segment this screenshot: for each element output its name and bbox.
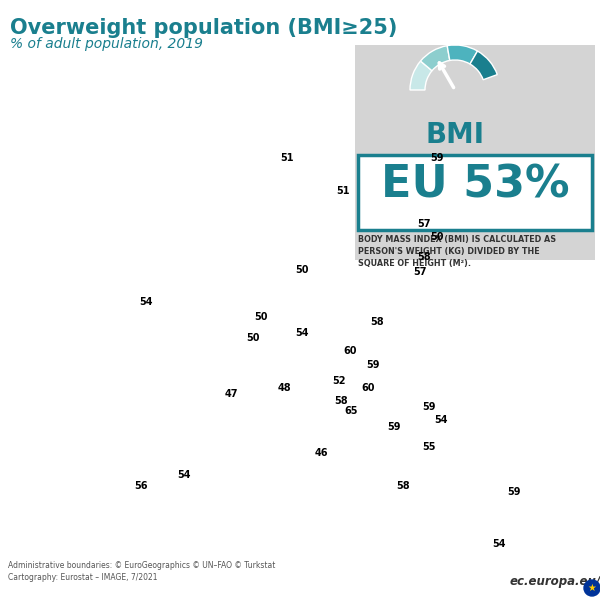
Text: 54: 54 xyxy=(295,328,308,338)
Text: EU 53%: EU 53% xyxy=(381,163,569,206)
Text: 58: 58 xyxy=(334,396,348,406)
Text: 52: 52 xyxy=(332,376,346,386)
Text: 50: 50 xyxy=(254,312,268,322)
Text: 47: 47 xyxy=(224,389,238,399)
Text: 65: 65 xyxy=(344,406,358,416)
Text: 57: 57 xyxy=(418,219,431,229)
Text: 50: 50 xyxy=(246,333,260,343)
Text: 58: 58 xyxy=(396,481,410,491)
Text: 46: 46 xyxy=(314,448,328,458)
Text: 60: 60 xyxy=(343,346,356,356)
Text: 48: 48 xyxy=(278,383,292,392)
Wedge shape xyxy=(410,61,432,90)
Text: BODY MASS INDEX (BMI) IS CALCULATED AS
PERSON'S WEIGHT (KG) DIVIDED BY THE
SQUAR: BODY MASS INDEX (BMI) IS CALCULATED AS P… xyxy=(358,235,556,268)
Text: 56: 56 xyxy=(134,481,148,491)
Circle shape xyxy=(584,580,600,596)
Text: 59: 59 xyxy=(508,487,521,497)
Text: 51: 51 xyxy=(336,186,350,196)
Wedge shape xyxy=(447,45,478,64)
Text: 54: 54 xyxy=(492,539,506,548)
Text: 59: 59 xyxy=(366,361,380,370)
Text: 60: 60 xyxy=(362,383,376,392)
Text: BMI: BMI xyxy=(425,121,485,149)
Text: 50: 50 xyxy=(295,265,308,275)
Text: 59: 59 xyxy=(430,153,444,163)
Text: 50: 50 xyxy=(430,232,444,242)
FancyBboxPatch shape xyxy=(358,155,592,230)
Text: 54: 54 xyxy=(178,470,191,481)
Text: Administrative boundaries: © EuroGeographics © UN–FAO © Turkstat
Cartography: Eu: Administrative boundaries: © EuroGeograp… xyxy=(8,561,275,582)
Wedge shape xyxy=(470,51,497,80)
FancyBboxPatch shape xyxy=(355,45,595,260)
Text: 54: 54 xyxy=(434,415,448,425)
Text: 57: 57 xyxy=(413,268,427,277)
Text: ec.europa.eu/eurostat: ec.europa.eu/eurostat xyxy=(510,575,600,588)
Text: Overweight population (BMI≥25): Overweight population (BMI≥25) xyxy=(10,18,397,38)
Text: 58: 58 xyxy=(418,251,431,262)
Text: 54: 54 xyxy=(139,298,152,307)
Text: 51: 51 xyxy=(280,153,294,163)
Text: 59: 59 xyxy=(422,402,436,412)
Text: 59: 59 xyxy=(388,422,401,432)
Text: % of adult population, 2019: % of adult population, 2019 xyxy=(10,37,203,51)
Text: 55: 55 xyxy=(422,442,436,452)
Text: 58: 58 xyxy=(370,317,384,327)
Wedge shape xyxy=(421,46,450,71)
Text: ★: ★ xyxy=(587,583,596,593)
